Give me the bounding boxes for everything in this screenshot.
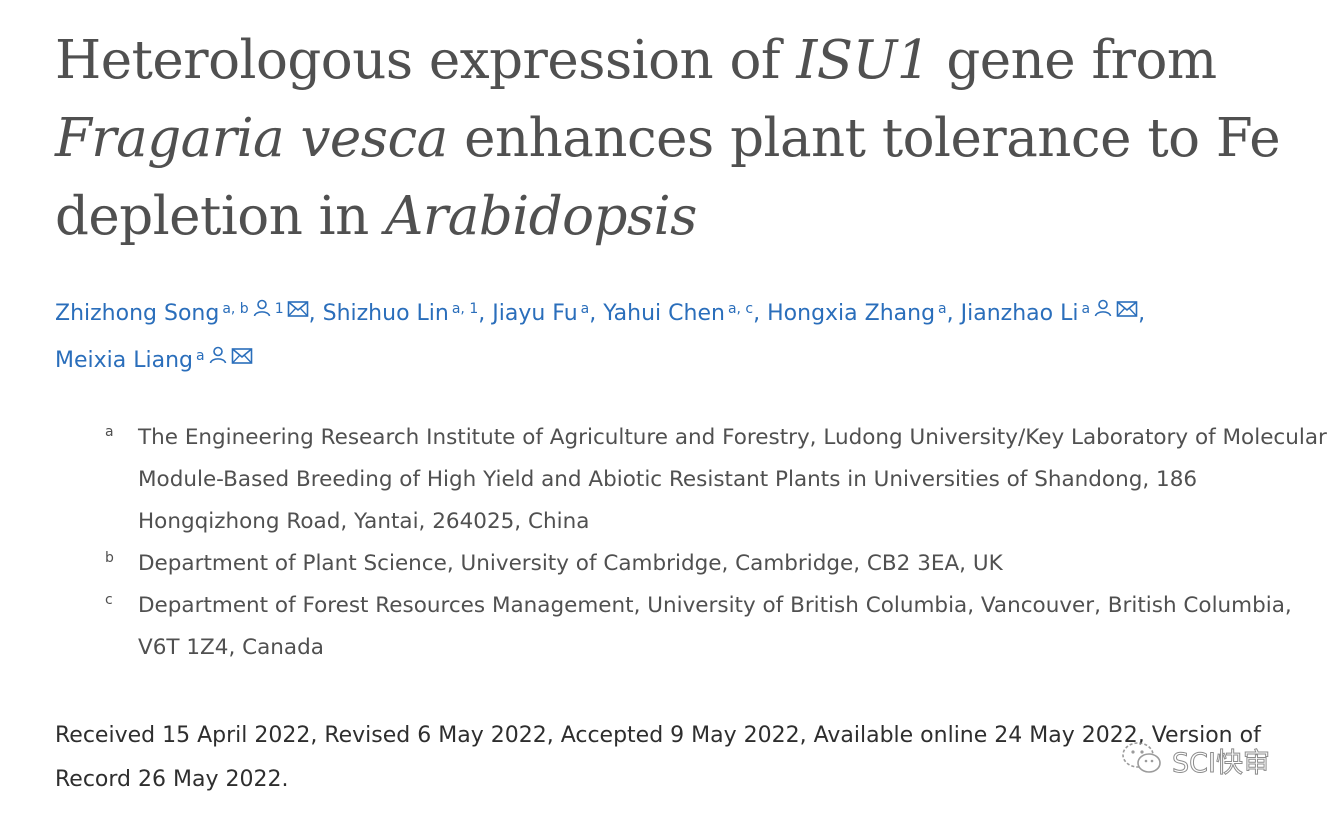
author-separator: ,	[478, 301, 486, 326]
title-part-genus: Arabidopsis	[385, 186, 697, 247]
author-name: Meixia Liang	[55, 348, 193, 373]
author-name: Zhizhong Song	[55, 301, 220, 326]
author-separator: ,	[589, 301, 597, 326]
affiliation-letter: b	[105, 550, 114, 566]
author-link[interactable]: Jianzhao Li a,	[960, 299, 1146, 326]
affiliation-item: a The Engineering Research Institute of …	[105, 417, 1340, 543]
affiliation-letter: c	[105, 592, 113, 608]
author-affiliation-sup: a	[938, 301, 947, 317]
affiliation-list: a The Engineering Research Institute of …	[105, 417, 1340, 669]
affiliation-item: b Department of Plant Science, Universit…	[105, 543, 1340, 585]
author-name: Hongxia Zhang	[767, 301, 936, 326]
author-affiliation-sup: a, c	[727, 301, 754, 317]
author-name: Jiayu Fu	[492, 301, 578, 326]
author-separator: ,	[1138, 301, 1146, 326]
watermark-text: SCI快审	[1172, 747, 1271, 779]
author-link[interactable]: Shizhuo Lin a, 1,	[323, 301, 486, 326]
affiliation-text: The Engineering Research Institute of Ag…	[138, 425, 1327, 534]
author-affiliation-sup: a, 1	[451, 301, 479, 317]
article-title: Heterologous expression of ISU1 gene fro…	[55, 22, 1295, 256]
author-list: Zhizhong Song a, b 1, Shizhuo Lin a, 1, Jia…	[55, 288, 1340, 382]
publication-history: Received 15 April 2022, Revised 6 May 20…	[55, 723, 1261, 792]
author-affiliation-sup: a, b	[222, 301, 249, 317]
title-part: gene from	[930, 30, 1217, 91]
author-separator: ,	[946, 301, 954, 326]
affiliation-item: c Department of Forest Resources Managem…	[105, 585, 1340, 669]
author-note-sup: 1	[274, 301, 284, 317]
title-part-species: Fragaria vesca	[55, 108, 448, 169]
author-affiliation-sup: a	[580, 301, 590, 317]
author-affiliation-sup: a	[196, 348, 205, 364]
author-name: Jianzhao Li	[960, 301, 1079, 326]
email-icon[interactable]	[287, 291, 309, 333]
author-affiliation-sup: a	[1081, 301, 1091, 317]
title-part-gene: ISU1	[796, 30, 931, 91]
author-name: Shizhuo Lin	[322, 301, 449, 326]
person-icon[interactable]	[1093, 291, 1113, 333]
affiliation-text: Department of Plant Science, University …	[138, 551, 1003, 576]
person-icon[interactable]	[252, 291, 272, 333]
author-link[interactable]: Meixia Liang a	[55, 346, 253, 373]
author-link[interactable]: Hongxia Zhang a,	[767, 301, 954, 326]
email-icon[interactable]	[231, 338, 253, 380]
title-part: Heterologous expression of	[55, 30, 797, 91]
affiliation-text: Department of Forest Resources Managemen…	[138, 593, 1292, 660]
author-link[interactable]: Jiayu Fu a,	[492, 301, 596, 326]
watermark: SCI快审	[1120, 736, 1320, 784]
affiliation-letter: a	[105, 424, 114, 440]
title-part: enhances plant tolerance to Fe depletion…	[55, 108, 1281, 247]
author-link[interactable]: Zhizhong Song a, b 1,	[55, 299, 316, 326]
author-separator: ,	[753, 301, 761, 326]
author-link[interactable]: Yahui Chen a, c,	[603, 301, 760, 326]
person-icon[interactable]	[208, 338, 228, 380]
author-separator: ,	[308, 301, 316, 326]
wechat-icon	[1120, 738, 1164, 783]
author-name: Yahui Chen	[603, 301, 725, 326]
email-icon[interactable]	[1116, 291, 1138, 333]
